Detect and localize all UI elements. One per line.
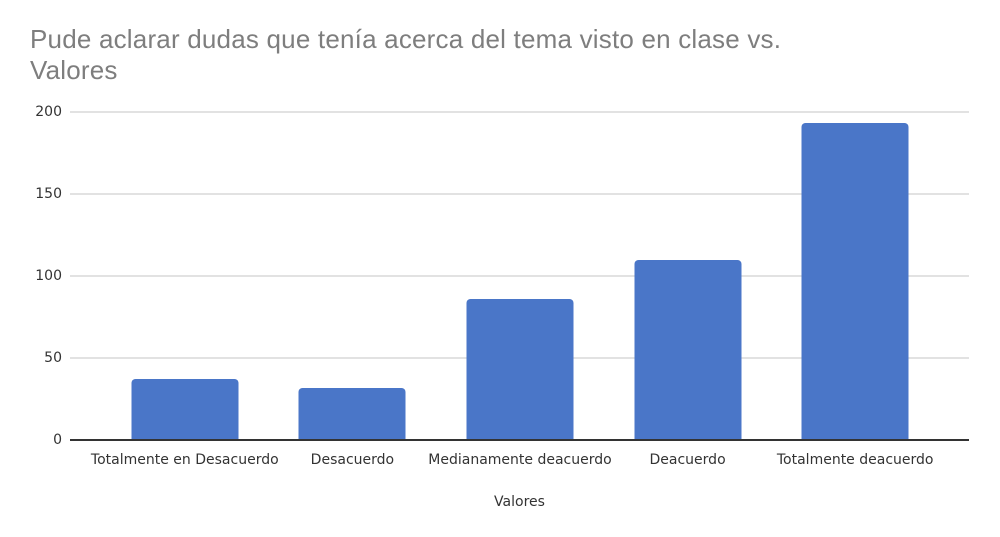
x-axis-title: Valores (494, 494, 545, 510)
y-axis-tick-labels: 0 50 100 150 200 (0, 0, 62, 537)
x-tick-label-3: Medianamente deacuerdo (428, 452, 612, 468)
x-tick-label-2: Desacuerdo (310, 452, 395, 468)
bar-5 (801, 123, 909, 440)
gridline-150 (70, 193, 969, 195)
bar-slot-4 (604, 112, 772, 440)
x-tick-label-5: Totalmente deacuerdo (776, 452, 934, 468)
bar-slot-2 (269, 112, 437, 440)
x-tick-label-1: Totalmente en Desacuerdo (90, 452, 279, 468)
bar-series (101, 112, 939, 440)
y-tick-label-100: 100 (35, 268, 62, 284)
x-tick-label-4: Deacuerdo (649, 452, 726, 468)
bar-slot-5 (771, 112, 939, 440)
bar-2 (298, 387, 406, 440)
y-tick-label-150: 150 (35, 186, 62, 202)
chart-title-line-1: Pude aclarar dudas que tenía acerca del … (30, 24, 782, 54)
x-slot-3: Medianamente deacuerdo (428, 452, 611, 470)
x-axis-tick-labels: Totalmente en Desacuerdo Desacuerdo Median… (91, 452, 939, 470)
gridline-200 (70, 111, 969, 113)
gridline-100 (70, 275, 969, 277)
plot-area (70, 111, 969, 441)
x-axis-line (70, 439, 969, 441)
y-tick-label-200: 200 (35, 104, 62, 120)
chart-title-line-2: Valores (30, 55, 118, 85)
y-tick-label-50: 50 (44, 350, 62, 366)
x-slot-5: Totalmente deacuerdo (771, 452, 939, 470)
bar-4 (634, 259, 742, 440)
bar-1 (131, 379, 239, 440)
chart-title: Pude aclarar dudas que tenía acerca del … (30, 24, 950, 86)
x-slot-4: Deacuerdo (604, 452, 772, 470)
bar-slot-3 (436, 112, 604, 440)
y-tick-label-0: 0 (53, 432, 62, 448)
bar-3 (466, 298, 574, 440)
bar-slot-1 (101, 112, 269, 440)
x-slot-2: Desacuerdo (269, 452, 437, 470)
x-slot-1: Totalmente en Desacuerdo (91, 452, 279, 470)
